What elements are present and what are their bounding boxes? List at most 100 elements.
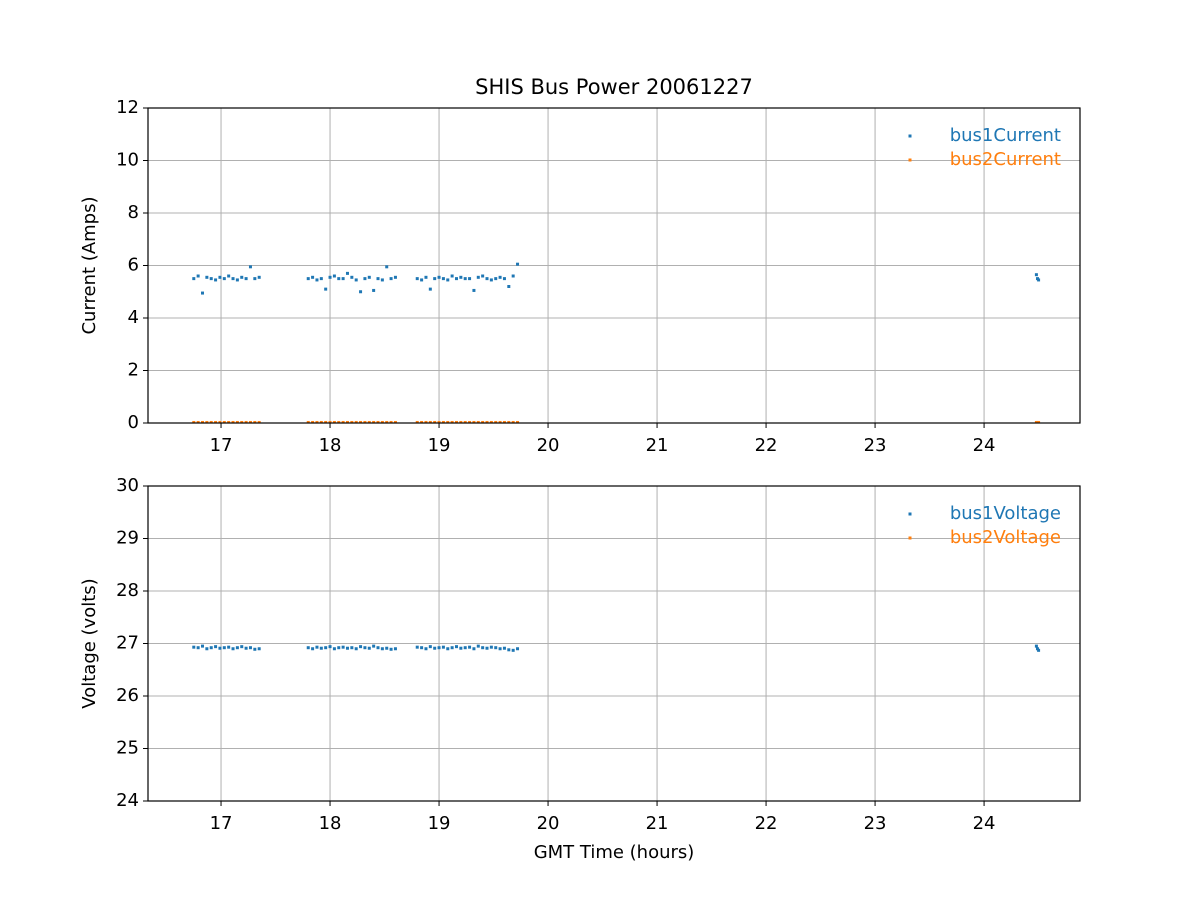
data-point <box>507 420 511 423</box>
data-point <box>454 420 458 423</box>
data-point <box>380 420 384 423</box>
data-point <box>511 648 515 652</box>
data-point <box>337 277 341 281</box>
data-point <box>498 420 502 423</box>
data-point <box>311 275 315 279</box>
y-tick-label: 25 <box>116 738 139 759</box>
legend-label: bus1Voltage <box>950 503 1061 524</box>
data-point <box>507 285 511 288</box>
data-point <box>468 645 472 649</box>
data-point <box>459 275 463 279</box>
data-point <box>446 278 450 282</box>
data-point <box>345 420 349 423</box>
legend-label: bus1Current <box>950 125 1061 146</box>
data-point <box>253 277 257 281</box>
x-tick-label: 17 <box>210 435 233 456</box>
data-point <box>218 420 222 423</box>
data-point <box>481 646 485 650</box>
data-point <box>380 278 384 282</box>
data-point <box>454 645 458 649</box>
data-point <box>222 277 226 281</box>
data-point <box>315 420 319 423</box>
data-point <box>319 646 323 650</box>
data-point <box>367 420 371 423</box>
data-point <box>428 420 432 423</box>
y-tick-label: 29 <box>116 528 139 549</box>
x-tick-label: 20 <box>537 813 560 834</box>
data-point <box>345 271 349 275</box>
data-point <box>253 420 257 423</box>
data-point <box>319 420 323 423</box>
data-point <box>332 420 336 423</box>
data-point <box>337 646 341 650</box>
x-tick-label: 18 <box>319 813 342 834</box>
data-point <box>446 420 450 423</box>
data-point <box>1034 644 1038 648</box>
data-point <box>472 647 476 651</box>
data-point <box>450 420 454 423</box>
data-point <box>380 647 384 651</box>
data-point <box>420 420 424 423</box>
x-tick-label: 24 <box>973 435 996 456</box>
data-point <box>489 420 493 423</box>
x-tick-label: 21 <box>646 435 669 456</box>
data-point <box>214 420 218 423</box>
data-point <box>235 420 239 423</box>
data-point <box>393 420 397 423</box>
data-point <box>350 646 354 650</box>
data-point <box>450 646 454 650</box>
data-point <box>476 644 480 648</box>
data-point <box>441 420 445 423</box>
x-tick-label: 22 <box>755 813 778 834</box>
data-point <box>385 420 389 423</box>
y-tick-label: 10 <box>116 150 139 171</box>
data-point <box>433 420 437 423</box>
data-point <box>324 420 328 423</box>
data-point <box>367 275 371 279</box>
x-tick-label: 20 <box>537 435 560 456</box>
data-point <box>218 275 222 279</box>
data-point <box>227 420 231 423</box>
data-point <box>437 275 441 279</box>
data-point <box>257 275 261 279</box>
data-point <box>248 265 252 269</box>
data-point <box>463 277 467 281</box>
data-point <box>459 420 463 423</box>
data-point <box>196 274 200 278</box>
data-point <box>354 420 358 423</box>
data-point <box>222 420 226 423</box>
data-point <box>341 277 345 281</box>
data-point <box>367 646 371 650</box>
data-point <box>209 646 213 650</box>
data-point <box>502 420 506 423</box>
data-point <box>468 277 472 281</box>
data-point <box>328 645 332 649</box>
data-point <box>441 645 445 649</box>
data-point <box>227 645 231 649</box>
x-tick-label: 24 <box>973 813 996 834</box>
y-tick-label: 4 <box>128 307 139 328</box>
data-point <box>433 277 437 281</box>
data-point <box>502 646 506 650</box>
data-point <box>476 275 480 279</box>
legend-label: bus2Voltage <box>950 527 1061 548</box>
y-tick-label: 12 <box>116 97 139 118</box>
data-point <box>328 420 332 423</box>
data-point <box>359 645 363 649</box>
data-point <box>1034 273 1038 277</box>
data-point <box>393 275 397 279</box>
axes-frame <box>147 107 1081 424</box>
data-point <box>311 420 315 423</box>
data-point <box>489 645 493 649</box>
data-point <box>415 277 419 281</box>
x-tick-label: 18 <box>319 435 342 456</box>
data-point <box>332 647 336 651</box>
data-point <box>376 420 380 423</box>
data-point <box>489 278 493 282</box>
y-tick-label: 24 <box>116 790 139 811</box>
data-point <box>227 274 231 278</box>
data-point <box>516 262 520 266</box>
y-tick-label: 28 <box>116 580 139 601</box>
data-point <box>389 420 393 423</box>
x-tick-label: 17 <box>210 813 233 834</box>
